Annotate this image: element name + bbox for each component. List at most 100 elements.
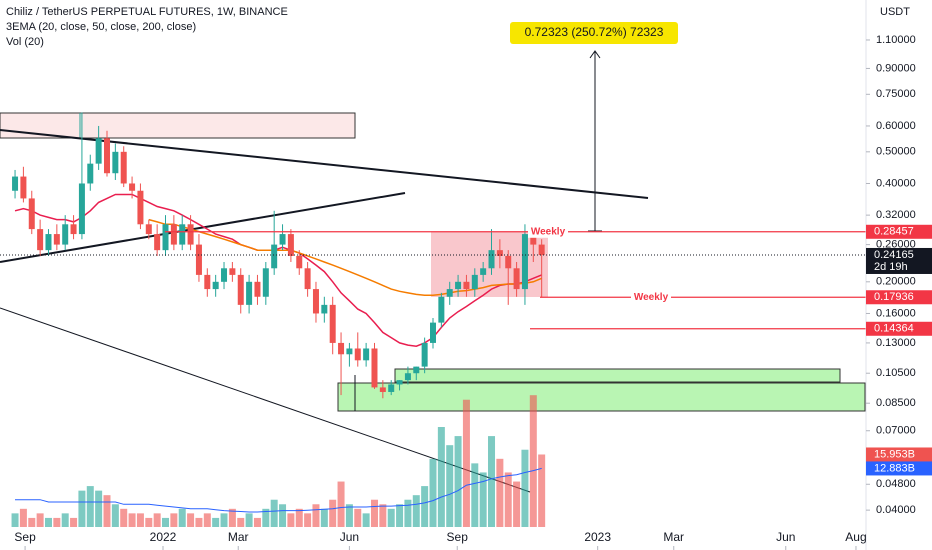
candle-body bbox=[421, 342, 428, 367]
volume-label-box bbox=[866, 447, 932, 462]
volume-bar bbox=[279, 504, 287, 527]
candle-body bbox=[379, 387, 386, 392]
y-tick-label: 0.40000 bbox=[876, 177, 916, 189]
volume-bar bbox=[513, 481, 521, 527]
volume-bar bbox=[195, 517, 203, 527]
x-tick-label: Jun bbox=[340, 530, 359, 544]
candle-body bbox=[112, 151, 119, 174]
candle-body bbox=[513, 268, 520, 290]
volume-bar bbox=[136, 513, 144, 527]
y-tick-label: 0.26000 bbox=[876, 238, 916, 250]
volume-bar bbox=[11, 513, 19, 527]
volume-bar bbox=[61, 513, 69, 527]
candle-body bbox=[120, 151, 127, 184]
volume-bar bbox=[304, 513, 312, 527]
candle-body bbox=[338, 342, 345, 355]
volume-bar bbox=[446, 445, 454, 527]
support-zone bbox=[337, 382, 866, 412]
x-tick-label: Jun bbox=[776, 530, 795, 544]
y-tick-label: 0.90000 bbox=[876, 62, 916, 74]
y-tick-label: 0.50000 bbox=[876, 146, 916, 158]
candle-body bbox=[195, 244, 202, 275]
volume-bar bbox=[220, 513, 228, 527]
volume-bar bbox=[237, 517, 245, 527]
volume-bar bbox=[329, 499, 337, 527]
candle-body bbox=[296, 255, 303, 269]
volume-bar bbox=[70, 517, 78, 527]
candle-body bbox=[446, 289, 453, 297]
candle-body bbox=[480, 268, 487, 275]
volume-bar bbox=[170, 513, 178, 527]
candle-body bbox=[204, 274, 211, 290]
volume-bar bbox=[111, 504, 119, 527]
price-line-text: Weekly bbox=[634, 292, 669, 303]
trend-line bbox=[0, 192, 406, 263]
candle-body bbox=[496, 250, 503, 256]
volume-bar bbox=[421, 486, 429, 527]
y-axis-label: USDT bbox=[880, 6, 910, 18]
volume-bar bbox=[504, 472, 512, 527]
volume-bar bbox=[212, 517, 220, 527]
price-line-text-bg bbox=[631, 291, 671, 304]
volume-label: 15.953B bbox=[874, 448, 915, 460]
candle-body bbox=[262, 268, 269, 297]
candle-body bbox=[413, 366, 420, 374]
volume-bar bbox=[287, 513, 295, 527]
projection-label: 0.72323 (250.72%) 72323 bbox=[525, 25, 664, 39]
volume-bar bbox=[529, 395, 537, 527]
candle-body bbox=[455, 281, 462, 290]
y-tick-label: 0.07000 bbox=[876, 425, 916, 437]
candle-body bbox=[145, 224, 152, 235]
volume-bar bbox=[345, 504, 353, 527]
volume-bar bbox=[178, 508, 186, 527]
candle-body bbox=[170, 224, 177, 245]
support-zone bbox=[394, 368, 841, 383]
candle-body bbox=[388, 384, 395, 392]
candle-body bbox=[187, 224, 194, 245]
volume-bar bbox=[462, 399, 470, 527]
volume-bar bbox=[454, 436, 462, 527]
candle-body bbox=[463, 281, 470, 290]
volume-bar bbox=[488, 436, 496, 527]
y-tick-label: 0.08500 bbox=[876, 397, 916, 409]
volume-bar bbox=[362, 513, 370, 527]
candle-body bbox=[438, 296, 445, 323]
x-tick-label: Sep bbox=[447, 530, 469, 544]
y-tick-label: 0.13000 bbox=[876, 337, 916, 349]
candle-body bbox=[363, 348, 370, 361]
volume-bar bbox=[120, 508, 128, 527]
candle-body bbox=[45, 234, 52, 251]
plot: Weekly Weekly bbox=[0, 112, 866, 527]
volume-bar bbox=[370, 499, 378, 527]
candle-body bbox=[229, 268, 236, 275]
volume-bar bbox=[429, 458, 437, 527]
y-tick-label: 0.16000 bbox=[876, 307, 916, 319]
projection-label-box bbox=[510, 22, 678, 44]
resistance-zone bbox=[0, 112, 356, 139]
y-tick-label: 0.32000 bbox=[876, 209, 916, 221]
candle-body bbox=[271, 244, 278, 269]
candle-body bbox=[279, 234, 286, 245]
candle-body bbox=[70, 224, 77, 235]
volume-ma-line bbox=[15, 467, 542, 513]
candle-body bbox=[471, 274, 478, 290]
y-tick-label: 0.10500 bbox=[876, 367, 916, 379]
volume-bar bbox=[437, 427, 445, 527]
price-line-label: 0.17936 bbox=[874, 291, 914, 303]
countdown-label: 2d 19h bbox=[874, 261, 908, 273]
arrow-head bbox=[589, 50, 601, 59]
y-tick-label: 0.04800 bbox=[876, 478, 916, 490]
candle-body bbox=[329, 304, 336, 343]
candle-body bbox=[62, 224, 69, 245]
price-line-box bbox=[866, 290, 932, 305]
candle-body bbox=[129, 183, 136, 191]
volume-bar bbox=[337, 481, 345, 527]
volume-bar bbox=[245, 513, 253, 527]
volume-bar bbox=[354, 508, 362, 527]
volume-bar bbox=[471, 463, 479, 527]
candle-body bbox=[221, 268, 228, 282]
candle-body bbox=[137, 190, 144, 225]
candle-body bbox=[346, 348, 353, 355]
volume-bar bbox=[295, 508, 303, 527]
price-line-label: 0.28457 bbox=[874, 226, 914, 238]
